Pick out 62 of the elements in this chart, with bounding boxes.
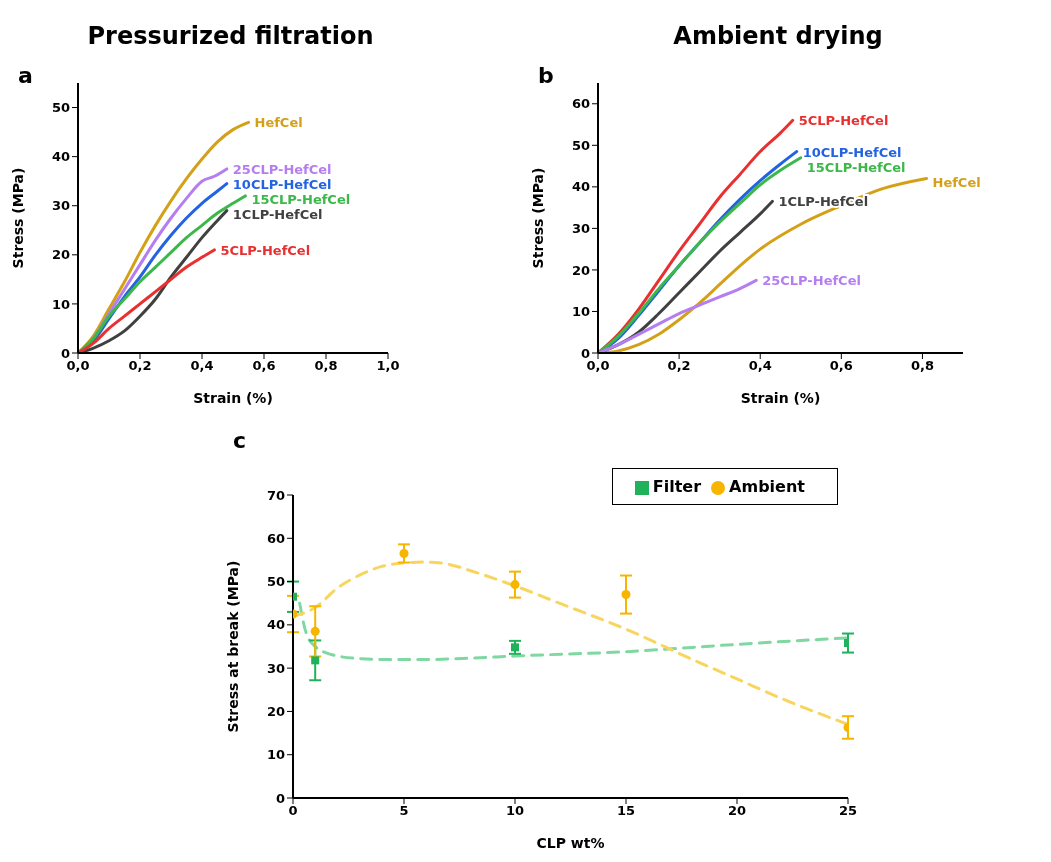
x-tick-label: 0 bbox=[288, 803, 298, 819]
x-tick-label: 0,0 bbox=[66, 358, 90, 374]
series-label: 10CLP-HefCel bbox=[802, 144, 902, 160]
x-tick-label: 0,2 bbox=[128, 358, 152, 374]
chart-title: Pressurized filtration bbox=[86, 20, 375, 52]
x-tick-label: 0,6 bbox=[829, 358, 853, 374]
y-tick-label: 40 bbox=[266, 617, 285, 633]
text: c bbox=[233, 428, 247, 453]
y-axis-title: Stress (MPa) bbox=[529, 167, 546, 269]
y-tick-label: 30 bbox=[51, 198, 70, 214]
x-tick-label: 0,2 bbox=[667, 358, 691, 374]
series-label: HefCel bbox=[254, 115, 303, 131]
y-tick-label: 10 bbox=[571, 304, 590, 320]
x-axis-title: Strain (%) bbox=[740, 390, 821, 406]
x-tick-label: 0,8 bbox=[910, 358, 934, 374]
text: b bbox=[538, 63, 554, 88]
y-axis-title: Stress (MPa) bbox=[9, 167, 26, 269]
series-label: 25CLP-HefCel bbox=[762, 273, 861, 289]
y-tick-label: 60 bbox=[266, 530, 285, 546]
y-tick-label: 50 bbox=[266, 574, 285, 590]
y-tick-label: 10 bbox=[266, 747, 285, 763]
series-label: 10CLP-HefCel bbox=[232, 176, 332, 192]
y-tick-label: 30 bbox=[571, 221, 590, 236]
x-tick-label: 5 bbox=[399, 803, 409, 819]
y-tick-label: 60 bbox=[571, 96, 590, 112]
y-tick-label: 20 bbox=[266, 704, 285, 720]
x-tick-label: 0,4 bbox=[748, 358, 772, 374]
y-tick-label: 50 bbox=[571, 137, 590, 153]
chart-title: Ambient drying bbox=[672, 20, 884, 52]
series-label: 15CLP-HefCel bbox=[806, 159, 906, 175]
x-tick-label: 0,8 bbox=[314, 358, 338, 374]
y-axis-title: Stress at break (MPa) bbox=[224, 560, 241, 733]
series-label: HefCel bbox=[932, 174, 981, 190]
x-tick-label: 15 bbox=[616, 803, 636, 819]
y-tick-label: 70 bbox=[266, 487, 285, 503]
x-tick-label: 10 bbox=[505, 803, 525, 819]
y-tick-label: 30 bbox=[266, 660, 285, 676]
x-tick-label: 0,6 bbox=[252, 358, 276, 374]
y-tick-label: 20 bbox=[571, 262, 590, 278]
series-label: 25CLP-HefCel bbox=[232, 161, 332, 177]
y-tick-label: 0 bbox=[275, 790, 285, 806]
x-tick-label: 1,0 bbox=[376, 358, 400, 374]
series-label: 15CLP-HefCel bbox=[251, 191, 351, 207]
y-tick-label: 20 bbox=[51, 247, 70, 263]
y-tick-label: 40 bbox=[571, 179, 590, 195]
series-label: 5CLP-HefCel bbox=[798, 113, 889, 129]
series-label: 5CLP-HefCel bbox=[220, 242, 311, 258]
series-label: 1CLP-HefCel bbox=[232, 206, 323, 222]
y-tick-label: 50 bbox=[51, 100, 70, 116]
legend-label: Filter bbox=[652, 477, 702, 496]
text: a bbox=[18, 63, 33, 88]
x-tick-label: 20 bbox=[727, 803, 747, 819]
legend-label: Ambient bbox=[729, 477, 805, 496]
x-tick-label: 0,4 bbox=[190, 358, 214, 374]
y-tick-label: 40 bbox=[51, 149, 70, 165]
x-tick-label: 0,0 bbox=[586, 358, 610, 374]
x-axis-title: Strain (%) bbox=[193, 390, 273, 406]
x-axis-title: CLP wt% bbox=[536, 835, 605, 851]
x-tick-label: 25 bbox=[838, 803, 858, 819]
y-tick-label: 0 bbox=[60, 345, 70, 361]
y-tick-label: 0 bbox=[580, 345, 590, 361]
y-tick-label: 10 bbox=[51, 296, 70, 312]
